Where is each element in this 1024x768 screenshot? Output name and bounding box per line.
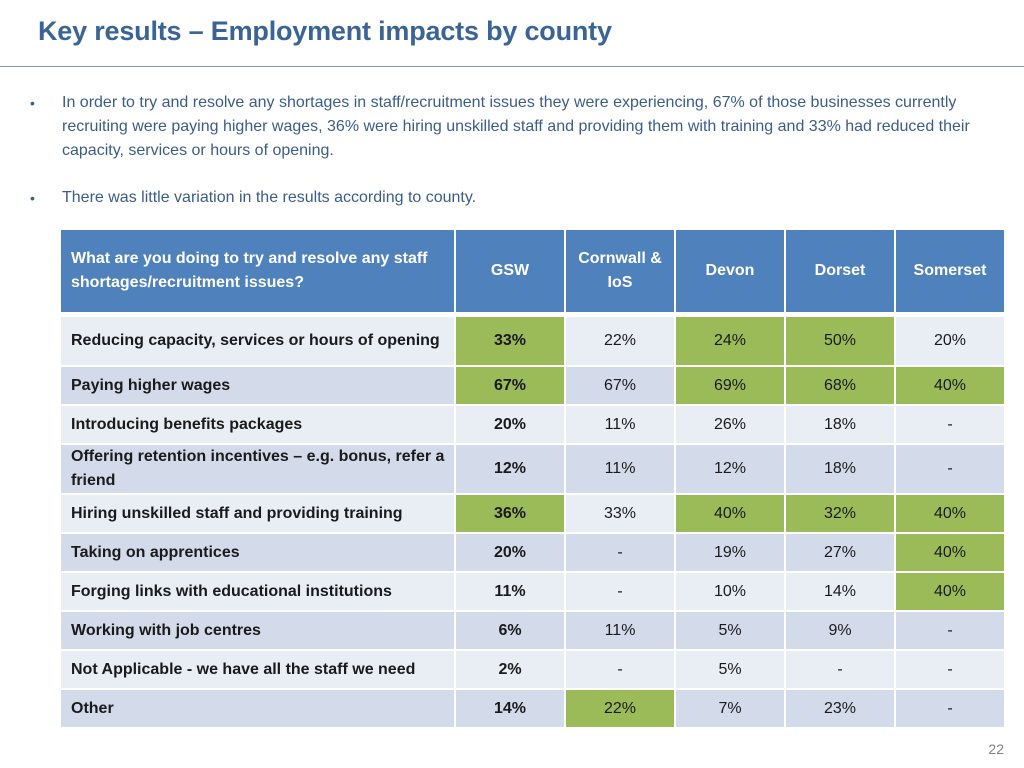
table-row: Forging links with educational instituti… xyxy=(61,573,1004,610)
cell-devon: 5% xyxy=(676,612,784,649)
bullet-item: • There was little variation in the resu… xyxy=(30,186,1000,210)
header-dorset: Dorset xyxy=(786,230,894,312)
cell-somerset: 40% xyxy=(896,573,1004,610)
cell-dorset: 23% xyxy=(786,690,894,727)
table-row: Taking on apprentices 20% -19% 27% 40% xyxy=(61,534,1004,571)
cell-devon: 5% xyxy=(676,651,784,688)
table-row: Other 14% 22% 7% 23% - xyxy=(61,690,1004,727)
table-row: Paying higher wages 67% 67% 69% 68% 40% xyxy=(61,367,1004,404)
cell-dorset: 50% xyxy=(786,314,894,365)
header-question: What are you doing to try and resolve an… xyxy=(61,230,454,312)
cell-dorset: 68% xyxy=(786,367,894,404)
slide-title: Key results – Employment impacts by coun… xyxy=(38,16,612,46)
cell-dorset: 18% xyxy=(786,445,894,493)
cell-gsw: 2% xyxy=(456,651,564,688)
cell-cornwall: 11% xyxy=(566,612,674,649)
cell-devon: 12% xyxy=(676,445,784,493)
cell-dorset: 18% xyxy=(786,406,894,443)
cell-dorset: 27% xyxy=(786,534,894,571)
row-label: Not Applicable - we have all the staff w… xyxy=(61,651,454,688)
cell-gsw: 6% xyxy=(456,612,564,649)
row-label: Other xyxy=(61,690,454,727)
cell-gsw: 67% xyxy=(456,367,564,404)
table-row: Introducing benefits packages 20% 11% 26% 18… xyxy=(61,406,1004,443)
cell-gsw: 36% xyxy=(456,495,564,532)
cell-gsw: 20% xyxy=(456,534,564,571)
bullet-icon: • xyxy=(30,190,35,206)
table-header-row: What are you doing to try and resolve an… xyxy=(61,230,1004,312)
cell-cornwall: 22% xyxy=(566,690,674,727)
cell-somerset: - xyxy=(896,612,1004,649)
row-label: Working with job centres xyxy=(61,612,454,649)
table-row: Hiring unskilled staff and providing tra… xyxy=(61,495,1004,532)
cell-somerset: - xyxy=(896,651,1004,688)
cell-dorset: - xyxy=(786,651,894,688)
results-table: What are you doing to try and resolve an… xyxy=(59,228,1006,729)
cell-somerset: - xyxy=(896,690,1004,727)
cell-somerset: 40% xyxy=(896,495,1004,532)
cell-dorset: 32% xyxy=(786,495,894,532)
cell-cornwall: - xyxy=(566,651,674,688)
cell-cornwall: 67% xyxy=(566,367,674,404)
header-gsw: GSW xyxy=(456,230,564,312)
cell-devon: 24% xyxy=(676,314,784,365)
cell-gsw: 20% xyxy=(456,406,564,443)
table-row: Reducing capacity, services or hours of … xyxy=(61,314,1004,365)
header-cornwall: Cornwall & IoS xyxy=(566,230,674,312)
row-label: Introducing benefits packages xyxy=(61,406,454,443)
cell-devon: 69% xyxy=(676,367,784,404)
cell-dorset: 14% xyxy=(786,573,894,610)
cell-gsw: 11% xyxy=(456,573,564,610)
cell-devon: 19% xyxy=(676,534,784,571)
bullet-icon: • xyxy=(30,95,35,111)
cell-devon: 10% xyxy=(676,573,784,610)
cell-cornwall: 33% xyxy=(566,495,674,532)
cell-somerset: - xyxy=(896,406,1004,443)
bullet-text: In order to try and resolve any shortage… xyxy=(62,94,970,159)
header-devon: Devon xyxy=(676,230,784,312)
cell-somerset: 40% xyxy=(896,534,1004,571)
cell-gsw: 12% xyxy=(456,445,564,493)
cell-cornwall: 11% xyxy=(566,406,674,443)
title-divider xyxy=(0,66,1024,67)
bullet-list: • In order to try and resolve any shorta… xyxy=(30,91,1000,233)
cell-cornwall: - xyxy=(566,534,674,571)
cell-devon: 40% xyxy=(676,495,784,532)
cell-cornwall: 11% xyxy=(566,445,674,493)
row-label: Paying higher wages xyxy=(61,367,454,404)
cell-somerset: 20% xyxy=(896,314,1004,365)
row-label: Offering retention incentives – e.g. bon… xyxy=(61,445,454,493)
bullet-item: • In order to try and resolve any shorta… xyxy=(30,91,1000,163)
cell-somerset: - xyxy=(896,445,1004,493)
cell-dorset: 9% xyxy=(786,612,894,649)
cell-cornwall: - xyxy=(566,573,674,610)
table-row: Not Applicable - we have all the staff w… xyxy=(61,651,1004,688)
bullet-text: There was little variation in the result… xyxy=(62,189,477,206)
cell-devon: 7% xyxy=(676,690,784,727)
cell-cornwall: 22% xyxy=(566,314,674,365)
header-somerset: Somerset xyxy=(896,230,1004,312)
row-label: Reducing capacity, services or hours of … xyxy=(61,314,454,365)
row-label: Taking on apprentices xyxy=(61,534,454,571)
cell-somerset: 40% xyxy=(896,367,1004,404)
page-number: 22 xyxy=(988,741,1004,757)
cell-devon: 26% xyxy=(676,406,784,443)
cell-gsw: 14% xyxy=(456,690,564,727)
cell-gsw: 33% xyxy=(456,314,564,365)
table-row: Offering retention incentives – e.g. bon… xyxy=(61,445,1004,493)
row-label: Hiring unskilled staff and providing tra… xyxy=(61,495,454,532)
row-label: Forging links with educational instituti… xyxy=(61,573,454,610)
table-row: Working with job centres 6% 11% 5% 9% - xyxy=(61,612,1004,649)
